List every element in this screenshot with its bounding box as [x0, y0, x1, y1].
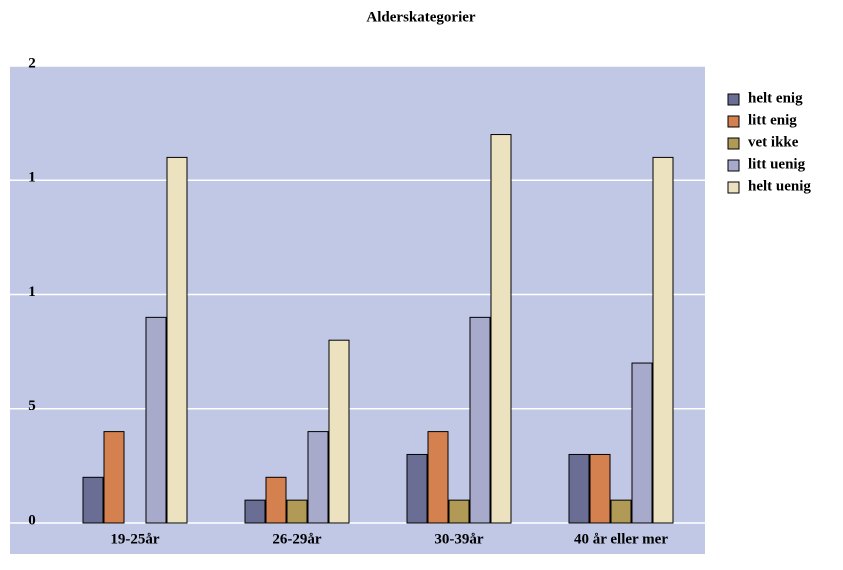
x-tick-label: 19-25år [110, 531, 159, 547]
bar [490, 134, 512, 524]
y-tick-label: 2 [28, 55, 36, 71]
legend-swatch [727, 93, 740, 106]
x-tick-label: 30-39år [434, 531, 483, 547]
legend-label: litt uenig [748, 156, 806, 172]
legend-label: helt enig [748, 90, 803, 106]
legend-swatch [727, 159, 740, 172]
bar [406, 453, 428, 524]
bar [568, 453, 590, 524]
y-tick-label: 1 [28, 170, 36, 186]
legend-swatch [727, 181, 740, 194]
bar [265, 476, 287, 524]
x-tick-label: 40 år eller mer [574, 531, 668, 547]
bar [589, 453, 611, 524]
y-tick-label: 1 [28, 284, 36, 300]
bar [103, 431, 125, 524]
legend-swatch [727, 137, 740, 150]
bar [631, 362, 653, 524]
bar [166, 156, 188, 524]
legend-label: helt uenig [748, 178, 811, 194]
chart-title: Alderskategorier [366, 9, 475, 25]
bar [448, 499, 470, 524]
legend-swatch [727, 115, 740, 128]
bar [244, 499, 266, 524]
bar [427, 431, 449, 524]
bar [145, 316, 167, 524]
x-tick-label: 26-29år [272, 531, 321, 547]
bar [82, 476, 104, 524]
y-tick-label: 0 [28, 512, 36, 528]
bar [307, 431, 329, 524]
legend-label: vet ikke [748, 134, 799, 150]
legend-label: litt enig [748, 112, 797, 128]
bar [328, 339, 350, 524]
y-tick-label: 5 [28, 398, 36, 414]
bar [286, 499, 308, 524]
bar [469, 316, 491, 524]
bar [610, 499, 632, 524]
bar [652, 156, 674, 524]
